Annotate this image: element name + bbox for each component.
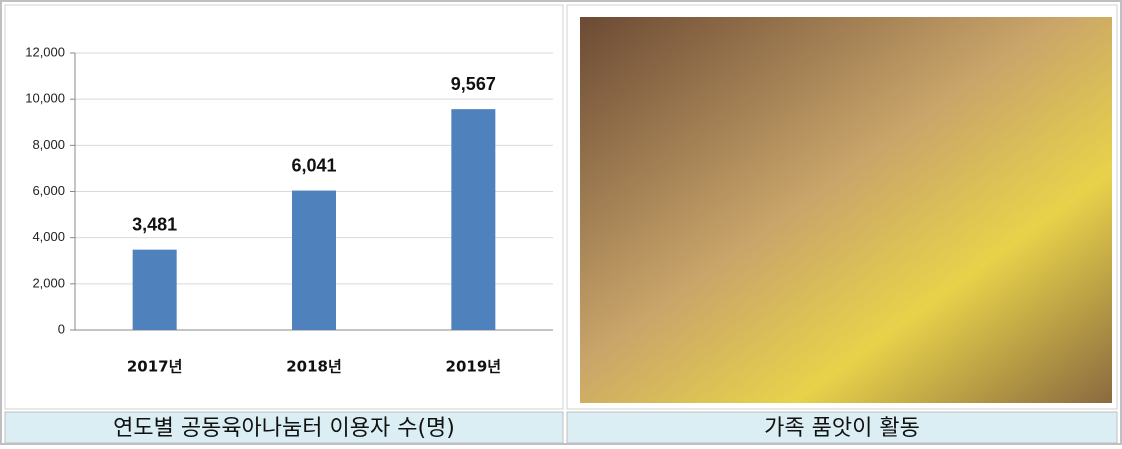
value-label: 6,041 — [291, 155, 336, 175]
y-tick-label: 6,000 — [32, 183, 65, 198]
y-tick-label: 4,000 — [32, 229, 65, 244]
caption-cell — [566, 411, 1118, 444]
x-tick-label: 2018년 — [286, 358, 342, 376]
bar — [292, 190, 336, 330]
y-tick-label: 10,000 — [25, 91, 65, 106]
value-label: 3,481 — [132, 214, 177, 234]
y-tick-label: 12,000 — [25, 44, 65, 59]
bar — [451, 109, 496, 331]
value-label: 9,567 — [451, 74, 496, 94]
caption: 연도별 공동육아나눔터 이용자 수(명) — [113, 416, 455, 441]
x-tick-label: 2019년 — [446, 358, 502, 376]
x-tick-label: 2017년 — [127, 358, 183, 376]
caption-cell — [4, 411, 564, 444]
y-tick-label: 8,000 — [32, 137, 65, 152]
bar — [132, 249, 177, 330]
photo — [580, 17, 1112, 403]
y-tick-label: 2,000 — [32, 275, 65, 290]
caption: 가족 품앗이 활동 — [764, 416, 920, 441]
y-tick-label: 0 — [58, 321, 65, 336]
